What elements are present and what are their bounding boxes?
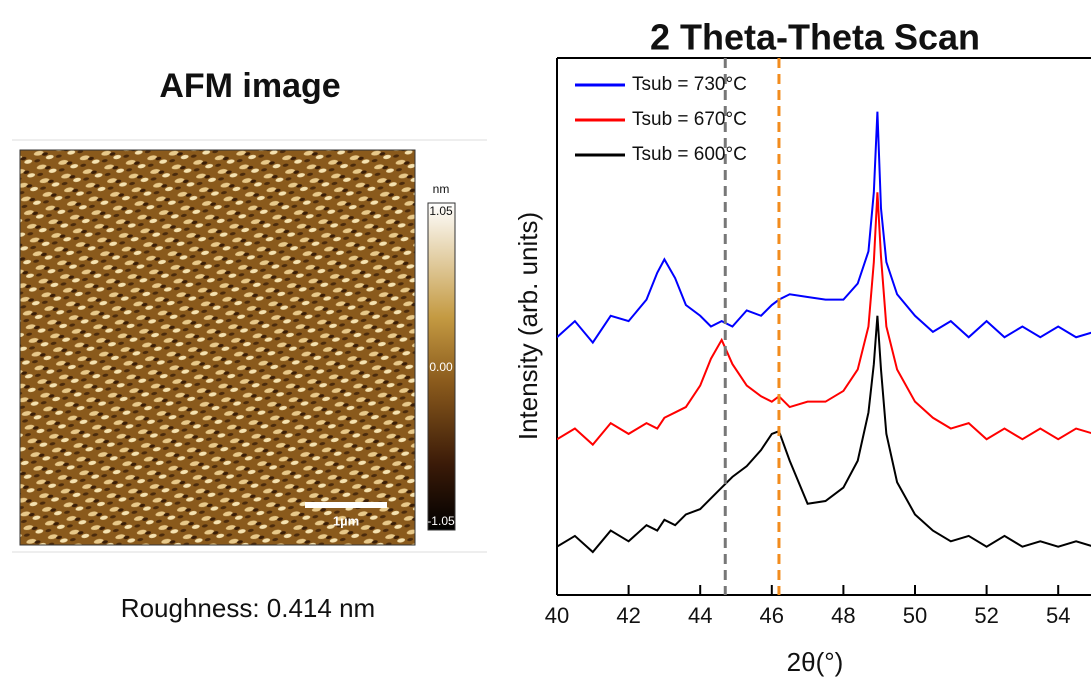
colorbar-mid: 0.00	[429, 360, 453, 374]
afm-title: AFM image	[159, 67, 340, 105]
x-tick-label: 48	[831, 603, 855, 628]
legend-label: Tsub = 670°C	[632, 109, 747, 130]
legend-label: Tsub = 600°C	[632, 144, 747, 165]
series-line	[557, 192, 1091, 447]
afm-image	[19, 149, 416, 546]
x-tick-label: 52	[974, 603, 998, 628]
x-tick-label: 42	[616, 603, 640, 628]
legend-label: Tsub = 730°C	[632, 74, 747, 95]
chart-title: 2 Theta-Theta Scan	[650, 17, 980, 58]
x-tick-label: 50	[903, 603, 927, 628]
colorbar-min: -1.05	[427, 514, 455, 528]
x-tick-label: 54	[1046, 603, 1070, 628]
plot-area	[557, 58, 1091, 595]
scale-bar-label: 1µm	[333, 513, 359, 528]
x-tick-label: 46	[760, 603, 784, 628]
x-tick-label: 40	[545, 603, 569, 628]
colorbar	[427, 202, 456, 531]
colorbar-max: 1.05	[429, 204, 453, 218]
scale-bar	[305, 502, 387, 508]
series-line	[557, 111, 1091, 345]
colorbar-unit: nm	[433, 182, 450, 196]
x-tick-label: 44	[688, 603, 712, 628]
series-line	[557, 315, 1091, 554]
roughness: Roughness: 0.414 nm	[121, 593, 375, 623]
x-axis-label: 2θ(°)	[787, 647, 844, 677]
y-axis-label: Intensity (arb. units)	[513, 212, 543, 440]
